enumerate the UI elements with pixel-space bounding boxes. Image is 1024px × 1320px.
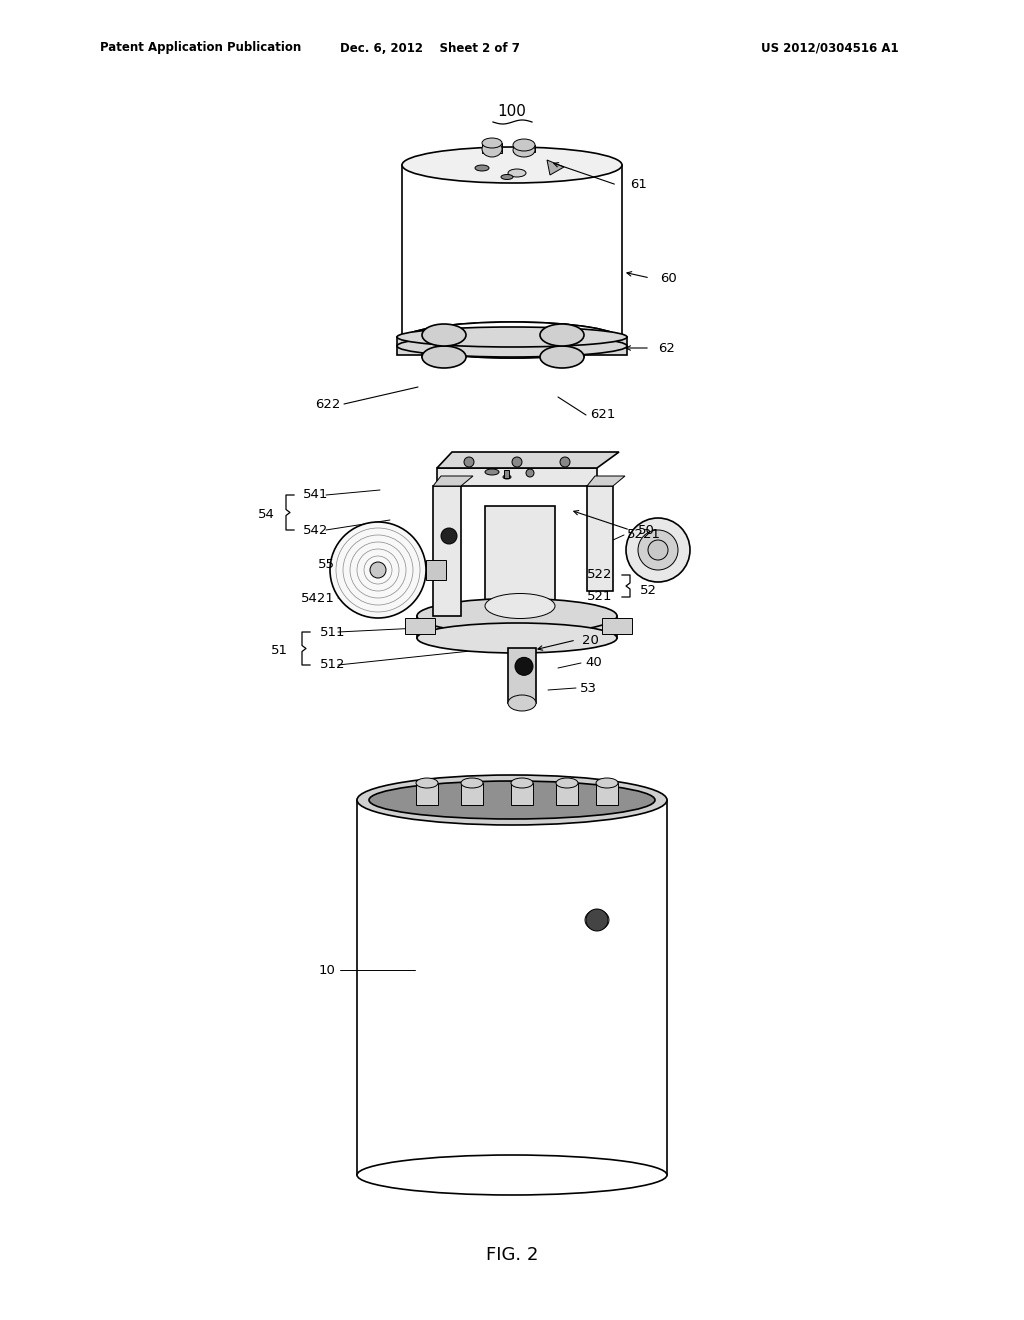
- Text: 51: 51: [271, 644, 288, 656]
- Bar: [397, 337, 627, 355]
- Ellipse shape: [397, 327, 627, 347]
- Ellipse shape: [397, 335, 627, 356]
- Circle shape: [626, 517, 690, 582]
- Text: 522: 522: [587, 569, 612, 582]
- Ellipse shape: [540, 323, 584, 346]
- Bar: [511, 783, 534, 805]
- Text: Patent Application Publication: Patent Application Publication: [100, 41, 301, 54]
- Ellipse shape: [482, 139, 502, 148]
- Text: 5421: 5421: [301, 591, 335, 605]
- Text: 521: 521: [587, 590, 612, 603]
- Text: 511: 511: [319, 626, 345, 639]
- Text: 40: 40: [585, 656, 602, 669]
- Bar: [433, 486, 461, 616]
- Text: 512: 512: [319, 659, 345, 672]
- Bar: [406, 618, 435, 634]
- Text: 100: 100: [498, 104, 526, 120]
- Bar: [422, 335, 466, 356]
- Circle shape: [515, 657, 534, 676]
- Polygon shape: [587, 477, 625, 486]
- Ellipse shape: [402, 147, 622, 183]
- Circle shape: [638, 531, 678, 570]
- Circle shape: [330, 521, 426, 618]
- Circle shape: [370, 562, 386, 578]
- Text: 55: 55: [318, 558, 335, 572]
- Text: 10: 10: [318, 964, 335, 977]
- Text: 5221: 5221: [627, 528, 662, 541]
- Ellipse shape: [508, 696, 536, 711]
- Ellipse shape: [540, 346, 584, 368]
- Text: Dec. 6, 2012    Sheet 2 of 7: Dec. 6, 2012 Sheet 2 of 7: [340, 41, 520, 54]
- Ellipse shape: [511, 777, 534, 788]
- Circle shape: [560, 457, 570, 467]
- Circle shape: [526, 469, 534, 477]
- Ellipse shape: [501, 174, 513, 180]
- Bar: [416, 783, 438, 805]
- Bar: [485, 506, 555, 606]
- Ellipse shape: [461, 777, 483, 788]
- Ellipse shape: [513, 143, 535, 157]
- Text: 61: 61: [630, 178, 647, 191]
- Circle shape: [586, 909, 608, 931]
- Polygon shape: [547, 160, 564, 176]
- Bar: [513, 145, 535, 152]
- Circle shape: [441, 528, 457, 544]
- Text: 60: 60: [660, 272, 677, 285]
- Text: 541: 541: [303, 488, 329, 502]
- Ellipse shape: [416, 777, 438, 788]
- Polygon shape: [433, 477, 473, 486]
- Circle shape: [464, 457, 474, 467]
- Ellipse shape: [369, 781, 655, 818]
- Bar: [426, 560, 446, 579]
- Text: 50: 50: [638, 524, 655, 536]
- Bar: [417, 616, 617, 638]
- Bar: [504, 470, 509, 478]
- Bar: [540, 335, 584, 356]
- Ellipse shape: [417, 598, 617, 634]
- Bar: [602, 618, 632, 634]
- Polygon shape: [437, 451, 618, 469]
- Text: 52: 52: [640, 583, 657, 597]
- Text: 622: 622: [314, 397, 340, 411]
- Ellipse shape: [596, 777, 618, 788]
- Ellipse shape: [422, 346, 466, 368]
- Ellipse shape: [482, 141, 502, 157]
- Bar: [482, 143, 502, 153]
- Circle shape: [648, 540, 668, 560]
- Text: 542: 542: [303, 524, 329, 536]
- Bar: [596, 783, 618, 805]
- Ellipse shape: [357, 1155, 667, 1195]
- Ellipse shape: [556, 777, 578, 788]
- Text: 54: 54: [258, 508, 275, 521]
- Ellipse shape: [357, 775, 667, 825]
- Bar: [556, 783, 578, 805]
- Ellipse shape: [402, 322, 622, 358]
- Bar: [508, 648, 536, 704]
- Text: US 2012/0304516 A1: US 2012/0304516 A1: [761, 41, 899, 54]
- Ellipse shape: [503, 475, 511, 479]
- Ellipse shape: [417, 623, 617, 653]
- Text: 621: 621: [590, 408, 615, 421]
- Text: 53: 53: [580, 681, 597, 694]
- Ellipse shape: [422, 323, 466, 346]
- Bar: [437, 469, 597, 486]
- Ellipse shape: [485, 594, 555, 619]
- Bar: [461, 783, 483, 805]
- Ellipse shape: [513, 139, 535, 150]
- Ellipse shape: [485, 469, 499, 475]
- Text: FIG. 2: FIG. 2: [485, 1246, 539, 1265]
- Ellipse shape: [508, 169, 526, 177]
- Text: 62: 62: [658, 342, 675, 355]
- Ellipse shape: [402, 322, 622, 358]
- Bar: [587, 486, 613, 591]
- Ellipse shape: [475, 165, 489, 172]
- Circle shape: [512, 457, 522, 467]
- Text: 20: 20: [582, 634, 599, 647]
